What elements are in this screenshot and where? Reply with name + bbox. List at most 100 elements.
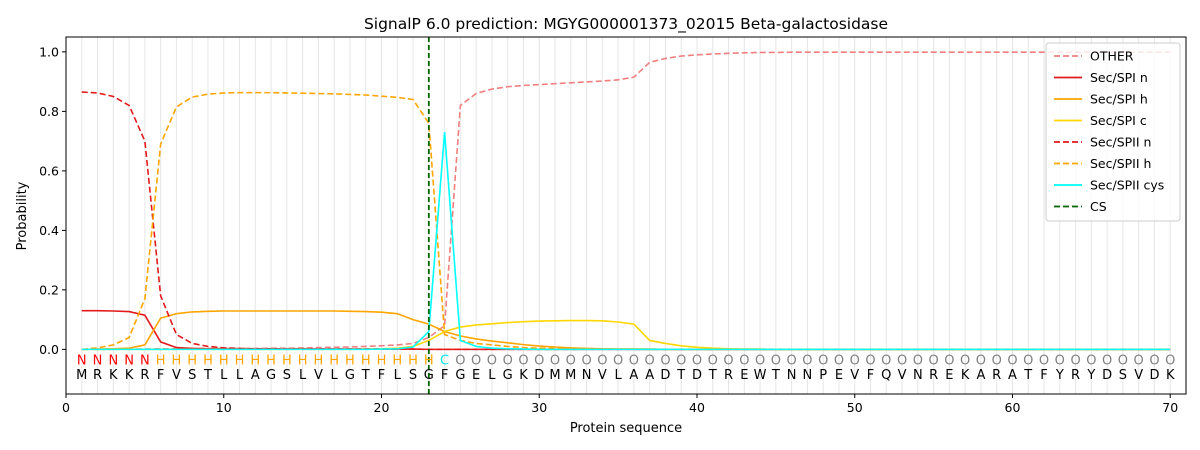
region-label: H — [172, 353, 182, 368]
series-line-2 — [81, 310, 1171, 351]
residue-letter: V — [172, 368, 181, 383]
region-label: O — [676, 353, 686, 368]
region-label: O — [802, 353, 812, 368]
residue-letter: T — [203, 368, 212, 383]
residue-letter: D — [534, 368, 544, 383]
residue-letter: Q — [881, 368, 891, 383]
region-label: O — [976, 353, 986, 368]
region-label: O — [550, 353, 560, 368]
residue-letter: L — [488, 368, 496, 383]
residue-letter: L — [220, 368, 228, 383]
region-label: H — [219, 353, 229, 368]
series-layer — [81, 37, 1171, 394]
plot-frame — [65, 36, 1187, 395]
residue-letter: Y — [1055, 368, 1064, 383]
legend-label: Sec/SPI n — [1090, 70, 1148, 85]
region-label: H — [392, 353, 402, 368]
residue-letter: W — [754, 368, 767, 383]
region-label: H — [345, 353, 355, 368]
residue-letter: L — [614, 368, 622, 383]
ticks-layer: 0 10 20 30 40 50 60 70 0.0 0.2 0.4 0.6 0.8 1.0 — [39, 44, 1178, 415]
residue-letter: G — [455, 368, 465, 383]
region-label: H — [408, 353, 418, 368]
residue-letter: A — [1008, 368, 1017, 383]
region-label: O — [818, 353, 828, 368]
region-label: H — [187, 353, 197, 368]
region-label: O — [1070, 353, 1080, 368]
region-label: O — [1023, 353, 1033, 368]
region-label: H — [235, 353, 245, 368]
region-label: O — [771, 353, 781, 368]
residue-letter: A — [251, 368, 260, 383]
series-line-3 — [81, 319, 1171, 351]
residue-letter: T — [708, 368, 717, 383]
region-label: H — [266, 353, 276, 368]
series-line-6 — [81, 132, 1171, 351]
chart-title: SignalP 6.0 prediction: MGYG000001373_02… — [364, 15, 888, 34]
region-label: N — [108, 353, 118, 368]
residue-letter: E — [945, 368, 953, 383]
residue-letter: R — [929, 368, 938, 383]
residue-letter: A — [645, 368, 654, 383]
residue-letter: F — [378, 368, 385, 383]
legend-label: Sec/SPII h — [1090, 156, 1151, 171]
region-label: H — [361, 353, 371, 368]
region-label: H — [282, 353, 292, 368]
region-label: O — [503, 353, 513, 368]
region-label: O — [1086, 353, 1096, 368]
residue-letter: A — [976, 368, 985, 383]
region-label: H — [156, 353, 166, 368]
region-label: O — [1118, 353, 1128, 368]
residue-letter: G — [503, 368, 513, 383]
residue-letter: R — [93, 368, 102, 383]
region-label: O — [723, 353, 733, 368]
grid-layer — [81, 37, 1171, 394]
residue-letter: N — [582, 368, 592, 383]
residue-letter: F — [1040, 368, 1047, 383]
residue-letter: G — [345, 368, 355, 383]
legend-label: OTHER — [1090, 49, 1134, 64]
region-label: O — [850, 353, 860, 368]
x-tick-label: 60 — [1005, 400, 1021, 415]
residue-letter: F — [157, 368, 164, 383]
y-tick-label: 0.8 — [39, 104, 59, 119]
legend-label: Sec/SPI h — [1090, 92, 1148, 107]
residue-letter: F — [441, 368, 448, 383]
region-label: O — [645, 353, 655, 368]
residue-letter: P — [819, 368, 827, 383]
y-tick-label: 0.6 — [39, 163, 59, 178]
legend-label: Sec/SPI c — [1090, 113, 1147, 128]
residue-letter: K — [519, 368, 528, 383]
region-label: O — [834, 353, 844, 368]
region-label: O — [787, 353, 797, 368]
region-label: O — [629, 353, 639, 368]
residue-letter: S — [283, 368, 291, 383]
region-label: O — [1134, 353, 1144, 368]
residue-letter: E — [740, 368, 748, 383]
y-tick-label: 0.2 — [39, 282, 59, 297]
region-label: O — [597, 353, 607, 368]
region-label: H — [329, 353, 339, 368]
region-label: O — [692, 353, 702, 368]
residue-letter: D — [660, 368, 670, 383]
x-tick-label: 30 — [531, 400, 547, 415]
x-axis-label: Protein sequence — [570, 421, 682, 436]
region-label: O — [1165, 353, 1175, 368]
region-label: O — [1039, 353, 1049, 368]
residue-letter: V — [1134, 368, 1143, 383]
residue-letter: V — [898, 368, 907, 383]
x-tick-label: 20 — [374, 400, 390, 415]
region-label: O — [518, 353, 528, 368]
region-label: H — [298, 353, 308, 368]
residue-letter: N — [787, 368, 797, 383]
residue-letter: M — [565, 368, 576, 383]
region-label: N — [93, 353, 103, 368]
x-tick-label: 10 — [216, 400, 232, 415]
residue-letter: T — [676, 368, 685, 383]
y-tick-label: 1.0 — [39, 44, 59, 59]
residue-letter: S — [188, 368, 196, 383]
residue-letter: K — [1166, 368, 1175, 383]
residue-letter: S — [409, 368, 417, 383]
series-line-1 — [81, 309, 1171, 351]
residue-letter: Y — [1086, 368, 1095, 383]
